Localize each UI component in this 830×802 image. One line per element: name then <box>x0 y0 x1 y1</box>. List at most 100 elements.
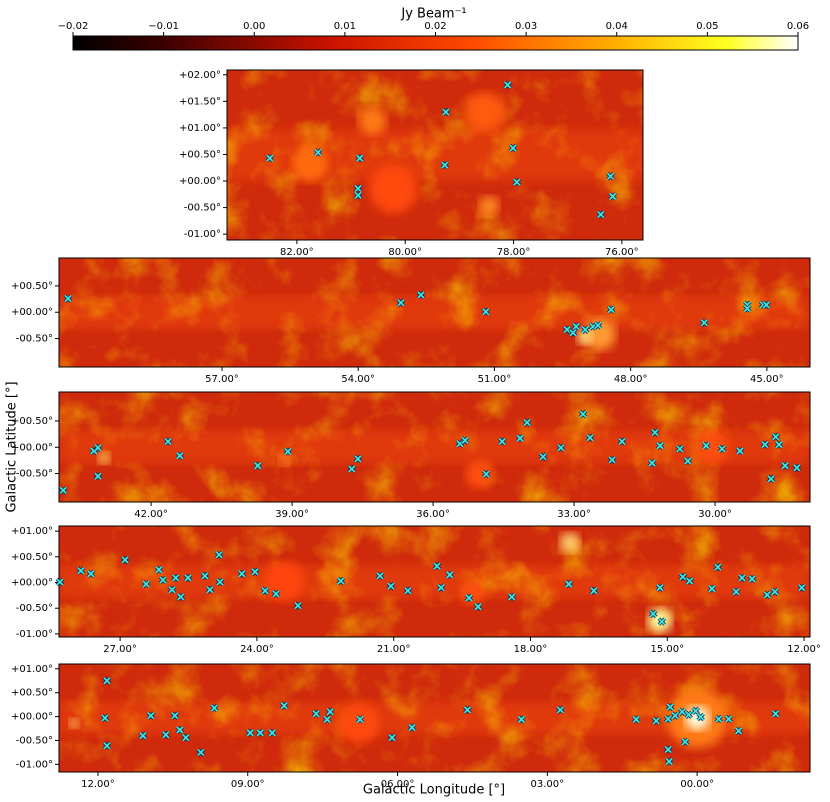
source-marker <box>665 702 675 712</box>
map <box>59 664 810 772</box>
marker-cross <box>597 210 605 219</box>
marker-cross <box>446 571 454 579</box>
y-tick-label: +02.00° <box>179 70 221 81</box>
marker-cross <box>503 81 512 89</box>
source-marker <box>685 576 694 586</box>
x-tick-label: 33.00° <box>557 509 591 520</box>
source-marker <box>515 434 525 443</box>
source-marker <box>700 318 709 327</box>
emission <box>460 580 485 605</box>
marker-cross <box>376 572 384 580</box>
source-marker <box>196 748 206 757</box>
emission <box>264 561 305 602</box>
source-marker <box>717 444 727 454</box>
source-marker <box>464 593 474 603</box>
marker-cross <box>388 733 396 742</box>
source-marker <box>170 711 180 720</box>
source-marker <box>663 745 673 754</box>
colorbar-tick-label: 0.01 <box>334 21 356 32</box>
y-tick-label: +00.00° <box>11 442 53 453</box>
source-marker <box>167 585 177 594</box>
source-marker <box>353 184 363 193</box>
marker-cross <box>572 322 580 331</box>
marker-cross <box>652 717 660 725</box>
source-marker <box>176 592 185 602</box>
y-tick-label: +01.00° <box>11 664 53 675</box>
source-marker <box>647 458 657 468</box>
marker-cross <box>266 154 274 162</box>
marker-cross <box>210 704 218 712</box>
marker-cross <box>579 410 587 418</box>
source-marker <box>181 733 191 742</box>
frame <box>58 663 811 773</box>
source-marker <box>481 307 491 316</box>
source-marker <box>256 728 265 738</box>
marker-cross <box>482 308 490 316</box>
source-marker <box>663 714 673 724</box>
emission <box>339 703 380 744</box>
marker-cross <box>748 575 756 583</box>
marker-cross <box>64 294 72 303</box>
source-marker <box>200 571 210 581</box>
source-marker <box>606 305 616 314</box>
marker-cross <box>417 291 425 299</box>
source-marker <box>325 707 335 716</box>
marker-cross <box>762 301 771 309</box>
marker-cross <box>609 192 617 201</box>
marker-cross <box>94 444 102 452</box>
source-marker <box>86 569 96 578</box>
marker-cross <box>354 191 362 200</box>
marker-cross <box>461 436 469 445</box>
marker-cross <box>556 706 564 714</box>
marker-cross <box>508 593 516 601</box>
map-texture <box>59 258 810 367</box>
source-marker <box>102 741 112 750</box>
source-marker <box>432 561 442 571</box>
source-marker <box>497 437 507 446</box>
source-marker <box>100 713 110 723</box>
emission <box>576 328 593 345</box>
marker-cross <box>775 440 783 449</box>
source-marker <box>657 617 667 626</box>
colorbar-tick-label: 0.02 <box>424 21 446 32</box>
source-marker <box>375 571 385 581</box>
marker-cross <box>517 715 526 724</box>
x-tick-label: 78.00° <box>497 247 531 258</box>
x-tick-label: 12.00° <box>81 779 115 790</box>
source-marker <box>55 577 65 587</box>
source-marker <box>161 730 171 739</box>
source-marker <box>386 581 396 591</box>
source-marker <box>683 456 693 466</box>
colorbar-tick-label: 0.06 <box>787 21 809 32</box>
x-tick-label: 24.00° <box>240 644 274 655</box>
marker-cross <box>671 711 679 720</box>
map <box>227 70 643 240</box>
source-marker <box>102 676 112 685</box>
marker-cross <box>284 447 292 456</box>
marker-cross <box>509 144 517 152</box>
source-marker <box>650 428 660 437</box>
source-marker <box>508 143 518 153</box>
marker-cross <box>197 748 205 757</box>
x-tick-label: 15.00° <box>650 644 684 655</box>
emission <box>278 454 291 467</box>
source-marker <box>260 586 270 595</box>
marker-cross <box>523 418 531 427</box>
y-tick-label: +00.00° <box>11 307 53 318</box>
x-tick-label: 03.00° <box>531 779 565 790</box>
y-tick-label: +01.00° <box>179 123 221 134</box>
source-marker <box>171 573 180 583</box>
marker-cross <box>656 584 664 592</box>
marker-cross <box>215 551 223 559</box>
marker-cross <box>586 434 594 442</box>
marker-cross <box>261 587 269 595</box>
source-marker <box>322 715 332 724</box>
source-marker <box>63 294 73 303</box>
source-marker <box>648 609 658 619</box>
source-marker <box>632 715 641 724</box>
marker-cross <box>216 578 224 586</box>
x-tick-label: 48.00° <box>614 374 648 385</box>
source-marker <box>387 733 397 742</box>
marker-cross <box>354 184 362 193</box>
marker-cross <box>679 573 687 581</box>
